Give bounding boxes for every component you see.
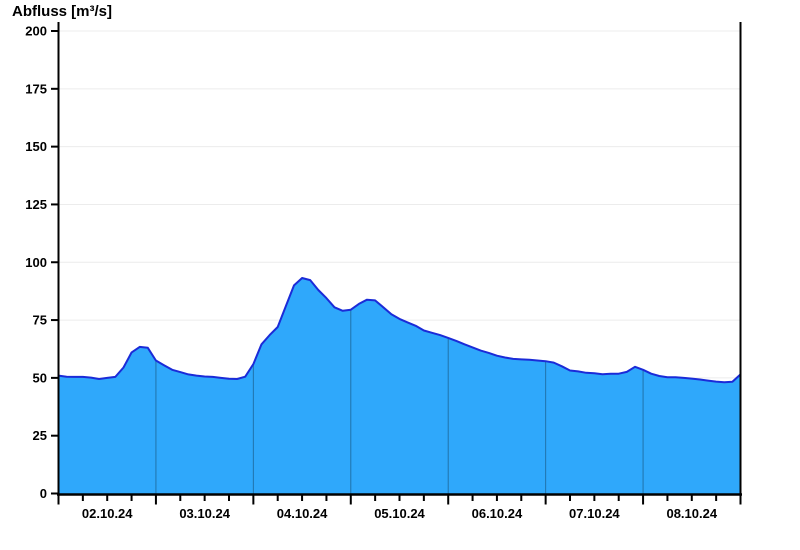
x-tick-label: 05.10.24 <box>374 506 425 521</box>
y-tick-label: 100 <box>25 255 47 270</box>
y-tick-label: 200 <box>25 24 47 39</box>
y-tick-label: 150 <box>25 139 47 154</box>
x-tick-label: 08.10.24 <box>666 506 717 521</box>
y-tick-label: 75 <box>33 313 47 328</box>
discharge-outline <box>58 277 742 384</box>
x-tick-label: 03.10.24 <box>179 506 230 521</box>
y-tick-label: 0 <box>40 486 47 501</box>
x-tick-label: 02.10.24 <box>82 506 133 521</box>
x-tick-label: 06.10.24 <box>472 506 523 521</box>
x-tick-label: 04.10.24 <box>277 506 328 521</box>
chart-title: Abfluss [m³/s] <box>12 3 113 20</box>
y-tick-label: 50 <box>33 370 47 385</box>
y-tick-label: 175 <box>25 81 47 96</box>
discharge-area <box>58 278 741 494</box>
y-tick-label: 125 <box>25 197 47 212</box>
y-tick-label: 25 <box>33 428 47 443</box>
x-tick-label: 07.10.24 <box>569 506 620 521</box>
